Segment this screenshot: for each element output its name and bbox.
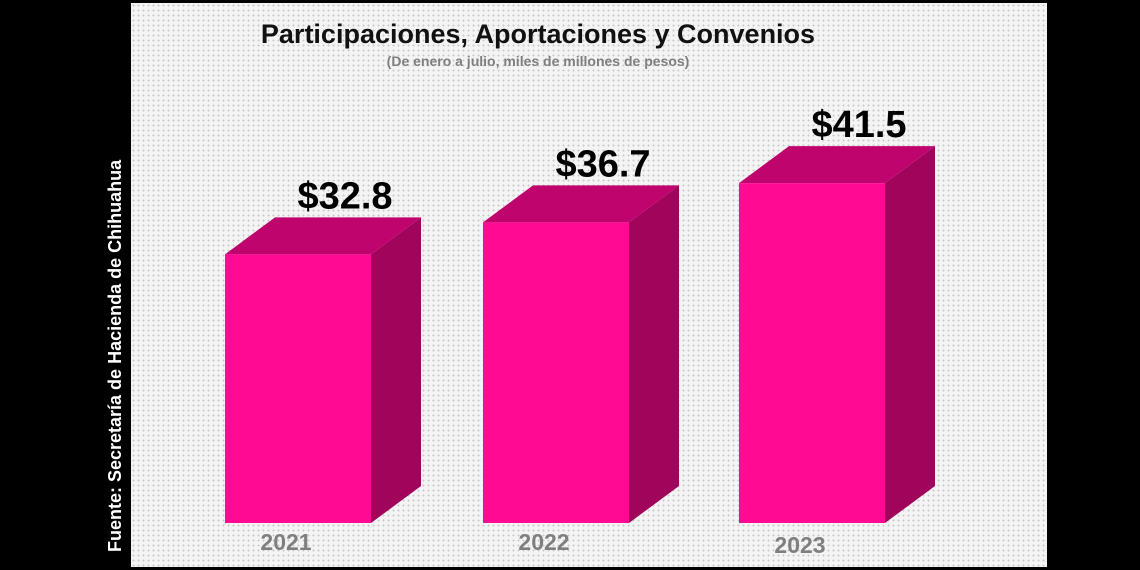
value-label-2022: $36.7 — [555, 143, 650, 185]
category-label-2021: 2021 — [260, 529, 311, 555]
bar-side-2021 — [371, 217, 421, 524]
category-label-2022: 2022 — [518, 529, 569, 555]
bar-top-2021 — [225, 217, 421, 255]
bar-top-2023 — [739, 146, 935, 184]
bar-2022 — [483, 222, 629, 523]
chart-title: Participaciones, Aportaciones y Convenio… — [261, 19, 815, 49]
chart-subtitle: (De enero a julio, miles de millones de … — [387, 53, 690, 69]
bar-top-2022 — [483, 185, 679, 223]
bar-2023 — [739, 183, 885, 524]
category-label-2023: 2023 — [774, 532, 825, 558]
value-label-2023: $41.5 — [811, 104, 906, 146]
bar-2021 — [225, 254, 371, 524]
bar-side-2023 — [885, 146, 935, 524]
value-label-2021: $32.8 — [297, 175, 392, 217]
bar-side-2022 — [629, 185, 679, 523]
